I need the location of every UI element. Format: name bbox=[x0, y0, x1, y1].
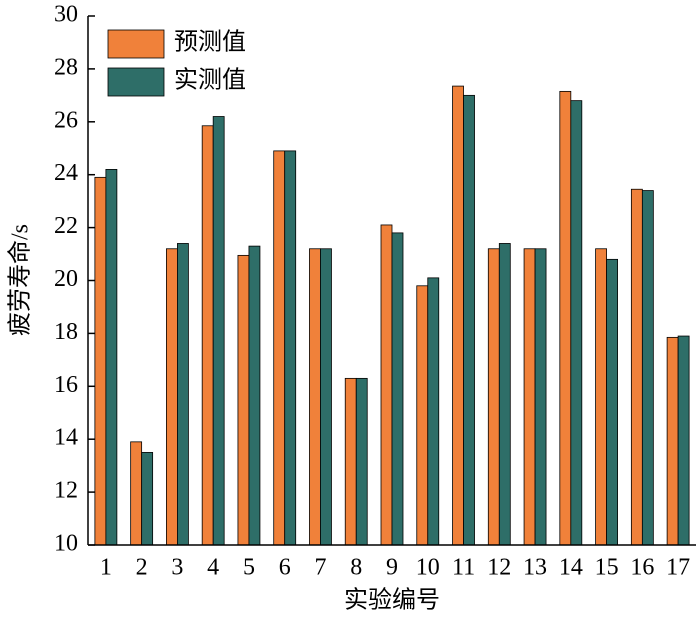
bar bbox=[391, 232, 404, 546]
y-tick-label: 20 bbox=[54, 266, 78, 292]
bar bbox=[273, 150, 286, 546]
y-tick-label: 28 bbox=[54, 54, 78, 80]
bar bbox=[523, 248, 536, 546]
bar bbox=[166, 248, 178, 546]
bar bbox=[570, 100, 583, 546]
x-axis-label: 实验编号 bbox=[344, 587, 440, 614]
bar bbox=[105, 169, 118, 546]
bar bbox=[94, 176, 107, 546]
x-tick-label: 15 bbox=[595, 555, 619, 581]
x-tick-label: 13 bbox=[523, 555, 547, 581]
bar bbox=[452, 85, 464, 546]
bar bbox=[498, 243, 511, 546]
bar bbox=[141, 452, 154, 546]
bar bbox=[487, 248, 500, 546]
x-tick-label: 4 bbox=[207, 555, 219, 581]
y-tick-label: 24 bbox=[54, 160, 78, 186]
bar bbox=[666, 336, 679, 546]
bar bbox=[559, 90, 572, 546]
y-tick-label: 12 bbox=[54, 478, 78, 504]
bar bbox=[344, 377, 357, 546]
x-tick-label: 1 bbox=[100, 555, 112, 581]
bar bbox=[130, 441, 143, 546]
bar bbox=[534, 248, 547, 546]
x-tick-label: 16 bbox=[630, 555, 654, 581]
legend-label: 预测值 bbox=[174, 29, 246, 56]
x-tick-label: 8 bbox=[350, 555, 362, 581]
x-tick-label: 3 bbox=[171, 555, 183, 581]
bar bbox=[355, 377, 368, 546]
x-tick-label: 7 bbox=[314, 555, 326, 581]
bar bbox=[320, 248, 332, 546]
bar bbox=[248, 245, 261, 546]
bar bbox=[201, 125, 214, 546]
x-tick-label: 11 bbox=[452, 555, 475, 581]
x-tick-label: 17 bbox=[666, 555, 690, 581]
x-tick-label: 12 bbox=[487, 555, 511, 581]
bar bbox=[463, 94, 475, 546]
bar bbox=[630, 188, 643, 546]
y-tick-label: 10 bbox=[54, 531, 78, 557]
y-tick-label: 26 bbox=[54, 107, 78, 133]
bar bbox=[427, 277, 440, 546]
x-tick-label: 9 bbox=[386, 555, 398, 581]
y-tick-label: 18 bbox=[54, 319, 78, 345]
x-tick-label: 6 bbox=[279, 555, 291, 581]
bar bbox=[237, 254, 250, 546]
bar bbox=[606, 258, 618, 546]
bar bbox=[284, 150, 297, 546]
x-tick-label: 10 bbox=[416, 555, 440, 581]
x-tick-label: 5 bbox=[243, 555, 255, 581]
x-tick-label: 2 bbox=[136, 555, 148, 581]
bar bbox=[641, 190, 654, 546]
bar bbox=[177, 243, 189, 546]
y-tick-label: 16 bbox=[54, 372, 78, 398]
bar bbox=[416, 285, 429, 546]
legend-swatch bbox=[107, 67, 165, 97]
y-tick-label: 14 bbox=[54, 425, 78, 451]
bar bbox=[309, 248, 321, 546]
y-axis-label: 疲劳寿命/s bbox=[7, 224, 34, 336]
x-tick-label: 14 bbox=[559, 555, 583, 581]
bar bbox=[677, 335, 690, 546]
bar bbox=[380, 224, 393, 546]
bar bbox=[212, 116, 225, 546]
y-tick-label: 30 bbox=[54, 2, 78, 28]
legend-swatch bbox=[107, 29, 165, 59]
legend-label: 实测值 bbox=[174, 67, 246, 94]
y-tick-label: 22 bbox=[54, 213, 78, 239]
bar bbox=[595, 248, 607, 546]
